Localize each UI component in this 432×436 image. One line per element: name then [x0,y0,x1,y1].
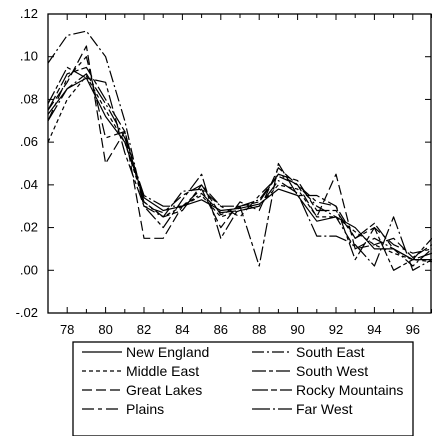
plot-frame [47,13,432,314]
y-tick-label: .02 [20,220,38,235]
x-tick-label: 78 [60,322,74,337]
series-line-rocky-mountains [47,66,432,261]
x-tick-label: 86 [214,322,228,337]
x-tick-label: 94 [367,322,381,337]
series-line-south-east [47,30,432,267]
legend-box [72,341,414,436]
y-tick-label: .12 [20,6,38,21]
x-tick-label: 80 [98,322,112,337]
y-tick-label: .00 [20,262,38,277]
legend-label: New England [126,344,209,360]
x-tick-label: 84 [175,322,189,337]
x-tick-label: 82 [137,322,151,337]
legend-label: Great Lakes [126,382,202,398]
series-line-far-west [47,73,432,271]
legend-label: Rocky Mountains [296,382,403,398]
y-tick-label: .04 [20,177,38,192]
y-tick-label: -.02 [16,305,38,320]
axes: -.02 .00 .02 .04 .06 .08 .10 .12 78 80 82 84 86 88 90 9… [16,6,432,337]
x-tick-label: 88 [252,322,266,337]
x-tick-label: 92 [329,322,343,337]
series-lines [47,30,432,271]
legend-label: Middle East [126,363,199,379]
x-tick-label: 90 [290,322,304,337]
legend-label: South East [296,344,365,360]
legend-label: South West [296,363,368,379]
y-tick-label: .10 [20,49,38,64]
legend-label: Plains [126,401,164,417]
legend: New England Middle East Great Lakes Plains S… [72,341,414,436]
x-tick-label: 96 [406,322,420,337]
series-line-south-west [47,66,432,271]
y-tick-label: .06 [20,134,38,149]
y-tick-label: .08 [20,91,38,106]
series-line-new-england [47,77,432,261]
series-line-great-lakes [47,45,432,259]
plot-border [47,13,432,314]
legend-label: Far West [296,401,353,417]
series-line-middle-east [47,75,432,263]
